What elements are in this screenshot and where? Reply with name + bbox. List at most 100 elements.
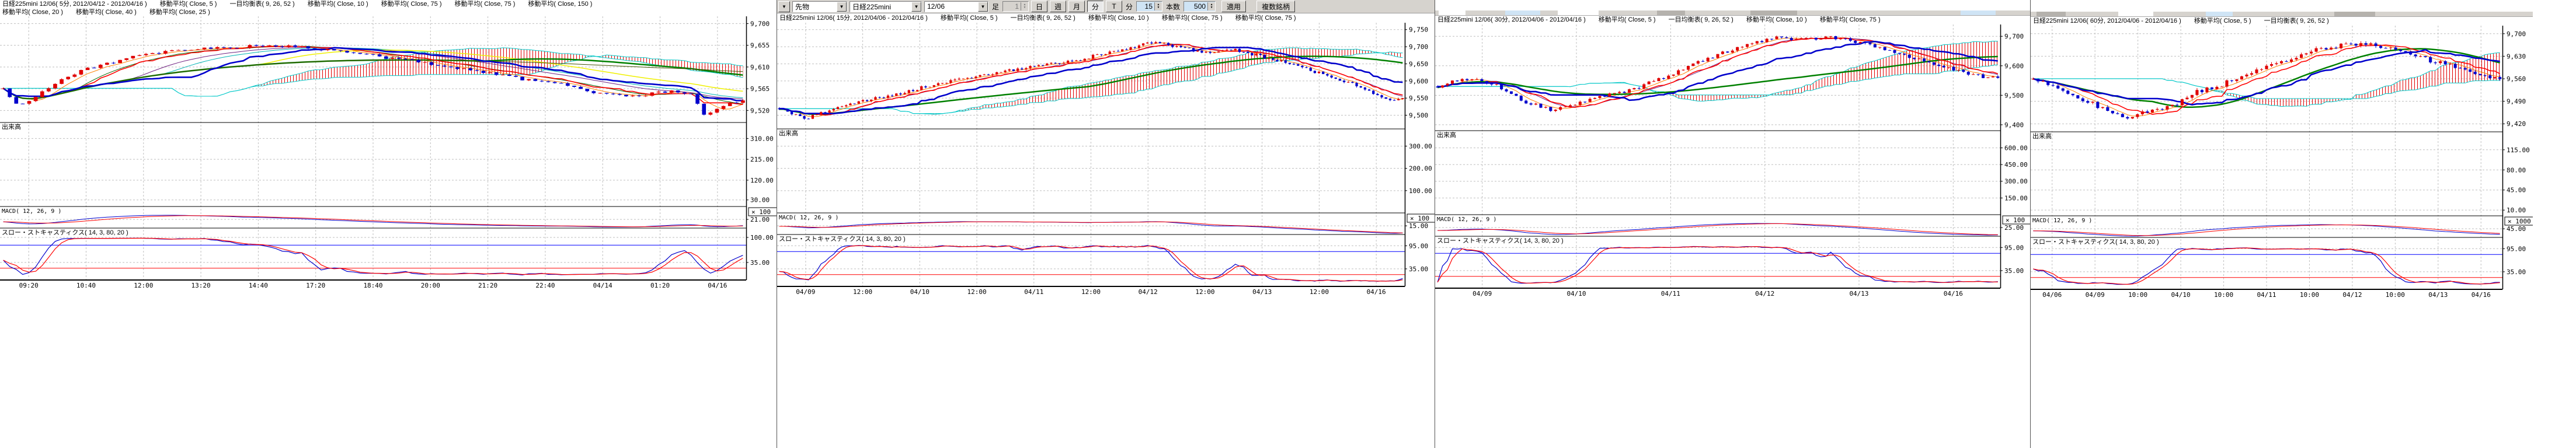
volume-axis-label: 310.00 <box>750 135 774 142</box>
volume-axis-label: 300.00 <box>2004 178 2028 186</box>
price-axis-label: 9,565 <box>750 85 770 93</box>
price-axis-label: 9,610 <box>750 64 770 71</box>
toolbar-clipped <box>2031 12 2533 17</box>
symbol-select[interactable]: 日経225mini ▼ <box>850 1 922 12</box>
time-axis-label: 10:00 <box>2386 291 2405 299</box>
volume-axis-label: 80.00 <box>2507 166 2526 174</box>
contract-month-select[interactable]: 12/06 ▼ <box>924 1 988 12</box>
spinner-icon[interactable]: ▲ ▼ <box>1154 2 1162 10</box>
period-minute-button[interactable]: 分 <box>1087 1 1104 12</box>
time-axis-label: 01:20 <box>650 282 670 289</box>
price-axis-label: 9,490 <box>2507 98 2526 106</box>
volume-axis-label: 600.00 <box>2004 144 2028 152</box>
volume-pane-label: 出来高 <box>779 129 798 137</box>
stochastics-pane-label: スロー・ストキャスティクス( 14, 3, 80, 20 ) <box>779 235 906 243</box>
time-axis-label: 10:00 <box>2214 291 2233 299</box>
stochastics-pane-label: スロー・ストキャスティクス( 14, 3, 80, 20 ) <box>2 229 128 236</box>
time-axis-label: 12:00 <box>1081 288 1101 296</box>
bar-interval-stepper: 1 ▲ ▼ <box>1002 1 1029 12</box>
price-axis-label: 9,650 <box>1409 60 1428 68</box>
chart-header-line1: 日経225mini 12/06( 5分, 2012/04/12 - 2012/0… <box>2 1 593 8</box>
volume-pane-label: 出来高 <box>2 123 21 131</box>
time-axis-label: 09:20 <box>19 282 39 289</box>
chevron-down-icon: ▼ <box>782 4 786 9</box>
bar-count-value: 500 <box>1194 2 1206 10</box>
time-axis-label: 04/10 <box>1567 290 1586 298</box>
nikkei225mini-5min-chart: 09:20 10:40 12:00 13:20 14:40 17:20 18:40 20:00… <box>0 16 778 289</box>
volume-multiplier-label: × 100 <box>751 208 771 216</box>
price-axis-label: 9,500 <box>2004 92 2024 99</box>
volume-axis-label: 450.00 <box>2004 161 2028 169</box>
volume-axis-label: 45.00 <box>2507 187 2526 194</box>
chart-panel-15min: ▼ 先物 ▼ 日経225mini ▼ 12/06 ▼ 足 1 ▲ ▼ 日 週 月 … <box>777 0 1437 448</box>
minutes-value: 15 <box>1144 2 1153 10</box>
stoch-axis-label: 100.00 <box>750 234 774 242</box>
bar-interval-value: 1 <box>1015 2 1019 10</box>
time-axis-label: 12:00 <box>134 282 153 289</box>
time-axis-label: 21:20 <box>478 282 497 289</box>
time-axis-label: 10:00 <box>2128 291 2147 299</box>
price-axis-label: 9,655 <box>750 42 770 50</box>
time-axis-label: 12:00 <box>1310 288 1329 296</box>
price-axis-label: 9,700 <box>1409 43 1428 51</box>
market-select-value: 先物 <box>795 2 810 11</box>
stoch-axis-label: 35.00 <box>2004 267 2024 275</box>
chart-list-dropdown-icon[interactable]: ▼ <box>778 1 790 12</box>
volume-multiplier-label: × 100 <box>1410 215 1429 222</box>
stoch-axis-label: 95.00 <box>2507 245 2526 253</box>
volume-multiplier-label: × 100 <box>2006 216 2025 224</box>
market-select[interactable]: 先物 ▼ <box>792 1 847 12</box>
time-axis-label: 04/11 <box>1024 288 1043 296</box>
time-axis-label: 04/13 <box>1252 288 1272 296</box>
stochastics-pane-label: スロー・ストキャスティクス( 14, 3, 80, 20 ) <box>1437 237 1564 244</box>
time-axis-label: 12:00 <box>853 288 872 296</box>
price-axis-label: 9,400 <box>2004 121 2024 129</box>
minutes-stepper[interactable]: 15 ▲ ▼ <box>1136 1 1163 12</box>
chevron-down-icon[interactable]: ▼ <box>978 1 988 12</box>
time-axis-label: 04/12 <box>1139 288 1158 296</box>
time-axis-label: 22:40 <box>535 282 555 289</box>
chevron-down-icon[interactable]: ▼ <box>911 1 921 12</box>
time-axis-label: 04/13 <box>1849 290 1868 298</box>
period-weekly-button[interactable]: 週 <box>1050 1 1067 12</box>
time-axis-label: 04/11 <box>1661 290 1680 298</box>
time-axis-label: 18:40 <box>363 282 382 289</box>
time-axis-label: 04/12 <box>1755 290 1774 298</box>
chart-header-line1: 日経225mini 12/06( 60分, 2012/04/06 - 2012/… <box>2033 18 2329 24</box>
time-axis-label: 04/10 <box>910 288 930 296</box>
chevron-down-icon[interactable]: ▼ <box>837 1 847 12</box>
period-monthly-button[interactable]: 月 <box>1068 1 1085 12</box>
chart-header-line1: 日経225mini 12/06( 15分, 2012/04/06 - 2012/… <box>779 15 1296 22</box>
time-axis-label: 10:40 <box>76 282 96 289</box>
chart-panel-30min: 日経225mini 12/06( 30分, 2012/04/06 - 2012/… <box>1435 0 2032 448</box>
volume-axis-label: 115.00 <box>2507 146 2530 154</box>
price-axis-label: 9,550 <box>1409 94 1428 102</box>
multi-symbol-button[interactable]: 複数銘柄 <box>1256 1 1296 12</box>
chart-area-60min: 04/06 04/09 10:00 04/10 10:00 04/11 10:00 04/12… <box>2031 26 2535 300</box>
volume-axis-label: 30.00 <box>750 197 770 204</box>
spinner-icon[interactable]: ▲ ▼ <box>1207 2 1216 10</box>
time-axis-label: 04/09 <box>796 288 815 296</box>
apply-button[interactable]: 適用 <box>1221 1 1247 12</box>
chart-header-line2: 移動平均( Close, 20 ) 移動平均( Close, 40 ) 移動平均… <box>2 9 210 16</box>
time-axis-label: 17:20 <box>306 282 325 289</box>
time-axis-label: 04/12 <box>2342 291 2362 299</box>
nikkei225mini-30min-chart: 04/09 04/10 04/11 04/12 04/13 04/16 9,700 9,600… <box>1435 24 2032 298</box>
nikkei225mini-15min-chart: 04/09 12:00 04/10 12:00 04/11 12:00 04/12 12:00… <box>777 23 1437 296</box>
macd-pane-label: MACD( 12, 26, 9 ) <box>2 208 61 215</box>
chart-toolbar: ▼ 先物 ▼ 日経225mini ▼ 12/06 ▼ 足 1 ▲ ▼ 日 週 月 … <box>777 0 1435 13</box>
chart-area-5min: 09:20 10:40 12:00 13:20 14:40 17:20 18:40 20:00… <box>0 16 778 290</box>
price-axis-label: 9,500 <box>1409 112 1428 120</box>
toolbar-clipped <box>1435 10 2031 16</box>
bar-count-stepper[interactable]: 500 ▲ ▼ <box>1183 1 1216 12</box>
chart-header-line1: 日経225mini 12/06( 30分, 2012/04/06 - 2012/… <box>1437 16 1881 23</box>
volume-pane-label: 出来高 <box>2032 132 2052 140</box>
price-axis-label: 9,630 <box>2507 52 2526 60</box>
period-daily-button[interactable]: 日 <box>1031 1 1048 12</box>
price-axis-label: 9,600 <box>1409 78 1428 85</box>
period-tick-button[interactable]: T <box>1106 1 1123 12</box>
bar-type-label: 足 <box>992 2 1000 11</box>
nikkei225mini-60min-chart: 04/06 04/09 10:00 04/10 10:00 04/11 10:00 04/12… <box>2031 26 2535 299</box>
contract-month-value: 12/06 <box>927 2 945 10</box>
macd-axis-label: 21.00 <box>750 216 770 223</box>
